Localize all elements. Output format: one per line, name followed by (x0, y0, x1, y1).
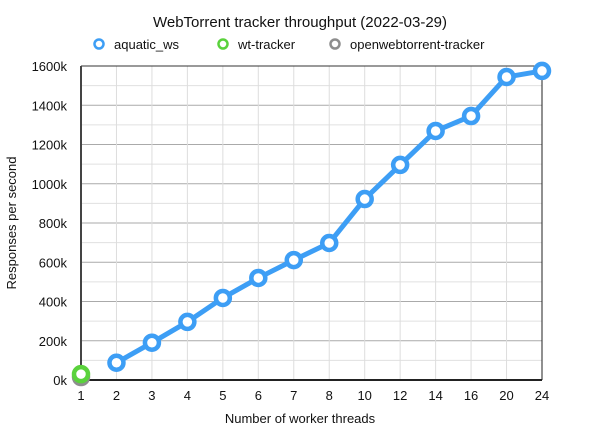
axes: 1 2 3 4 5 6 7 8 10 12 14 16 20 240k200k400k600k800k10… (32, 59, 550, 403)
y-axis-label: Responses per second (4, 157, 19, 290)
data-point-wt-tracker (71, 364, 91, 384)
x-tick-label: 12 (393, 388, 407, 403)
data-point-aquatic_ws (142, 333, 162, 352)
legend-label-wt-tracker: wt-tracker (237, 37, 296, 52)
y-tick-label: 0k (53, 373, 67, 388)
data-point-aquatic_ws (426, 121, 445, 141)
data-point-aquatic_ws (532, 61, 552, 81)
legend-marker-aquatic_ws (93, 38, 105, 50)
chart-title: WebTorrent tracker throughput (2022-03-2… (153, 14, 447, 31)
data-point-aquatic_ws (461, 106, 481, 126)
data-point-aquatic_ws (213, 288, 233, 308)
data-point-aquatic_ws (178, 312, 197, 332)
y-tick-label: 1600k (32, 59, 68, 74)
data-point-aquatic_ws (107, 353, 126, 372)
legend: aquatic_ws wt-tracker openwebtorrent-track… (93, 37, 485, 52)
data-point-aquatic_ws (249, 268, 268, 288)
data-point-aquatic_ws (284, 250, 304, 270)
x-axis-label: Number of worker threads (225, 411, 376, 426)
x-tick-label: 2 (113, 388, 120, 403)
x-tick-label: 6 (255, 388, 262, 403)
x-tick-label: 7 (290, 388, 297, 403)
data-point-aquatic_ws (319, 233, 339, 253)
y-tick-label: 600k (39, 255, 68, 270)
data-point-aquatic_ws (355, 189, 374, 209)
x-tick-label: 16 (464, 388, 478, 403)
x-tick-label: 1 (77, 388, 84, 403)
legend-marker-openwebtorrent-tracker (329, 38, 341, 50)
x-tick-label: 14 (428, 388, 442, 403)
x-tick-label: 20 (499, 388, 513, 403)
legend-label-aquatic_ws: aquatic_ws (114, 37, 180, 52)
y-tick-label: 1000k (32, 177, 68, 192)
y-tick-label: 200k (39, 334, 68, 349)
y-tick-label: 1200k (32, 138, 68, 153)
x-tick-label: 3 (148, 388, 155, 403)
x-tick-label: 5 (219, 388, 226, 403)
x-tick-label: 8 (326, 388, 333, 403)
y-tick-label: 800k (39, 216, 68, 231)
data-point-aquatic_ws (390, 155, 410, 175)
series (71, 61, 552, 387)
data-point-aquatic_ws (497, 67, 516, 87)
legend-label-openwebtorrent-tracker: openwebtorrent-tracker (350, 37, 485, 52)
y-tick-label: 1400k (32, 98, 68, 113)
x-tick-label: 24 (535, 388, 549, 403)
y-tick-label: 400k (39, 295, 68, 310)
x-tick-label: 10 (357, 388, 371, 403)
x-tick-label: 4 (184, 388, 191, 403)
legend-marker-wt-tracker (217, 38, 229, 50)
